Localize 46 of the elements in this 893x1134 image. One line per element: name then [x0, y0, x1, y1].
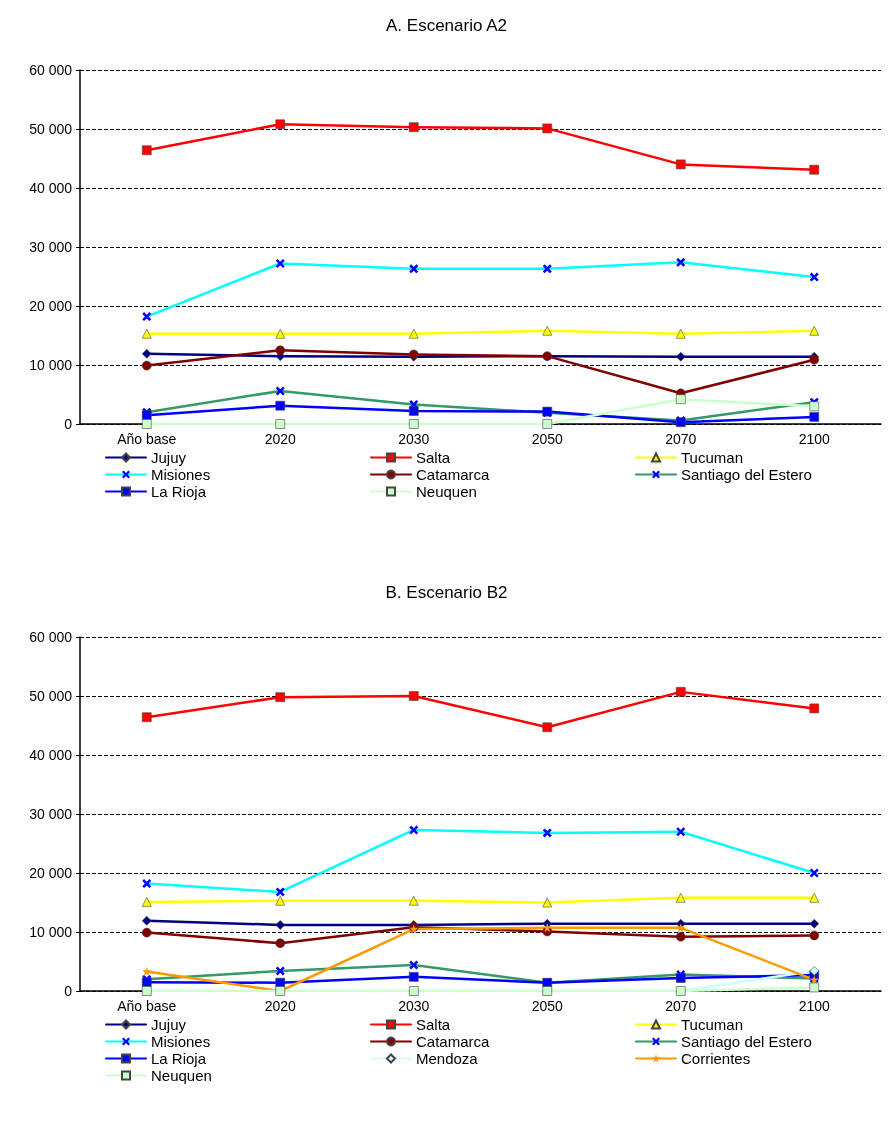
legend-label: Neuquen: [416, 483, 477, 500]
legend-label: Corrientes: [681, 1050, 751, 1067]
y-tick-label: 20 000: [29, 865, 73, 881]
x-tick-label: Año base: [117, 431, 177, 447]
legend-label: Misiones: [151, 466, 211, 483]
legend-label: Santiago del Estero: [681, 466, 812, 483]
y-tick-label: 40 000: [29, 180, 73, 196]
y-tick-label: 10 000: [29, 924, 73, 940]
y-tick-label: 50 000: [29, 121, 73, 137]
x-tick-label: 2020: [264, 998, 297, 1014]
y-tick-label: 60 000: [29, 62, 73, 78]
legend-label: Santiago del Estero: [681, 1033, 812, 1050]
legend-label: Mendoza: [416, 1050, 479, 1067]
legend-label: Jujuy: [151, 1016, 187, 1033]
x-tick-label: 2020: [264, 431, 297, 447]
chart-title: A. Escenario A2: [386, 16, 507, 35]
legend-label: Tucuman: [681, 1016, 743, 1033]
legend-label: Salta: [416, 1016, 451, 1033]
y-tick-label: 20 000: [29, 298, 73, 314]
x-tick-label: 2100: [798, 431, 831, 447]
y-tick-label: 30 000: [29, 239, 73, 255]
legend-label: La Rioja: [151, 483, 207, 500]
legend-label: Catamarca: [416, 1033, 491, 1050]
y-tick-label: 40 000: [29, 747, 73, 763]
chart-title: B. Escenario B2: [385, 583, 508, 602]
y-tick-label: 0: [64, 416, 73, 432]
x-tick-label: 2070: [665, 998, 697, 1014]
x-tick-label: 2050: [531, 431, 564, 447]
legend-label: Catamarca: [416, 466, 491, 483]
y-tick-label: 50 000: [29, 688, 73, 704]
y-tick-label: 30 000: [29, 806, 73, 822]
y-tick-label: 10 000: [29, 357, 73, 373]
legend-label: Misiones: [151, 1033, 211, 1050]
x-tick-label: Año base: [117, 998, 177, 1014]
y-tick-label: 60 000: [29, 629, 73, 645]
x-tick-label: 2030: [398, 998, 430, 1014]
x-tick-label: 2070: [665, 431, 697, 447]
x-tick-label: 2100: [798, 998, 831, 1014]
x-tick-label: 2050: [531, 998, 564, 1014]
legend-label: La Rioja: [151, 1050, 207, 1067]
y-tick-label: 0: [64, 983, 73, 999]
legend-label: Tucuman: [681, 449, 743, 466]
legend-label: Jujuy: [151, 449, 187, 466]
x-tick-label: 2030: [398, 431, 430, 447]
legend-label: Salta: [416, 449, 451, 466]
legend-label: Neuquen: [151, 1067, 212, 1084]
